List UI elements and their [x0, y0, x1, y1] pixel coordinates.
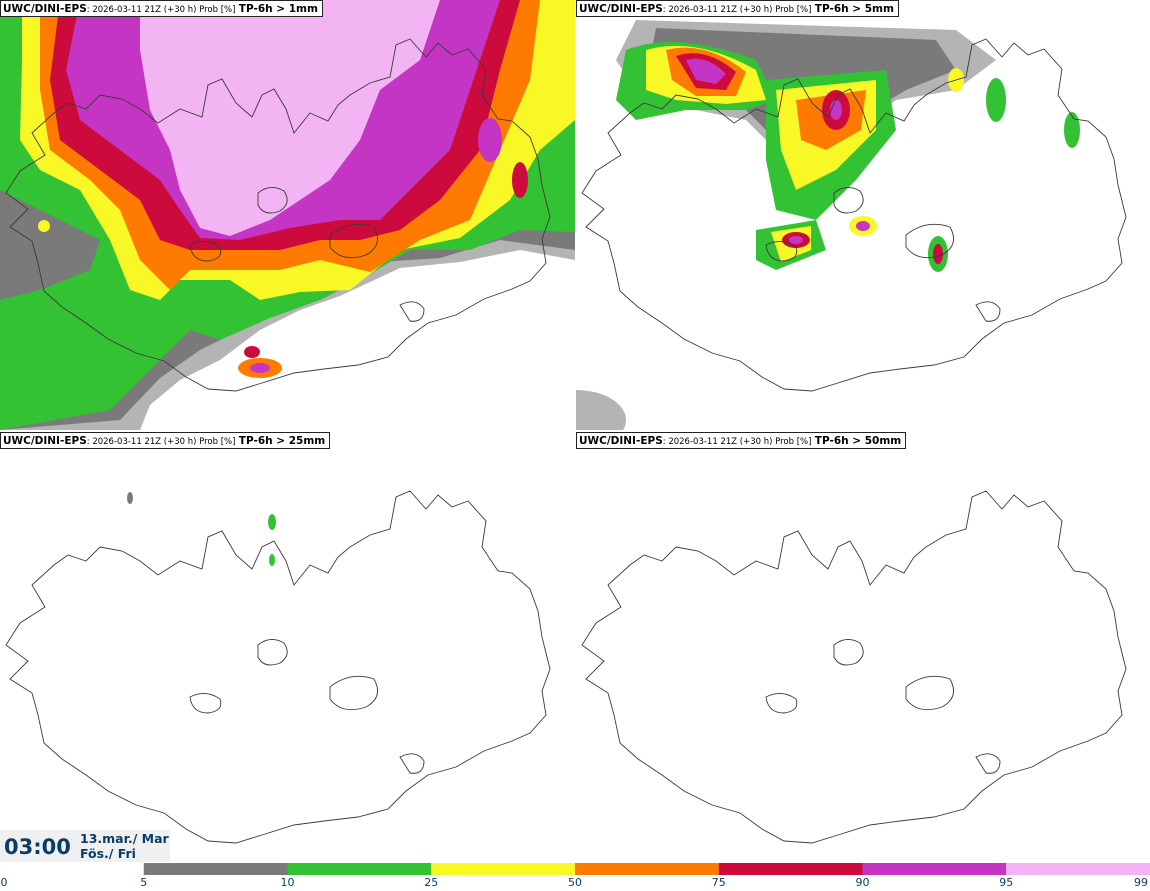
colorbar-segment [143, 863, 288, 875]
colorbar-segment [718, 863, 863, 875]
probability-map-50mm [576, 432, 1150, 862]
colorbar-tick-label: 25 [424, 876, 439, 889]
valid-time-clock: 03:00 [4, 835, 71, 859]
map-panel-tp6h-50mm: UWC/DINI-EPS: 2026-03-11 21Z (+30 h) Pro… [576, 432, 1150, 862]
panel-title: UWC/DINI-EPS: 2026-03-11 21Z (+30 h) Pro… [0, 0, 323, 17]
colorbar-tick-label: 75 [711, 876, 726, 889]
colorbar-segment [1006, 863, 1150, 875]
colorbar-tick-label: 99 [1134, 876, 1148, 889]
colorbar-segment [0, 863, 144, 875]
probability-colorbar [0, 863, 1150, 875]
valid-time-box: 03:00 13.mar./ Mar Fös./ Fri [0, 830, 170, 862]
run-meta: : 2026-03-11 21Z (+30 h) Prob [%] [662, 437, 812, 447]
map-panel-tp6h-5mm: UWC/DINI-EPS: 2026-03-11 21Z (+30 h) Pro… [576, 0, 1150, 430]
panel-title: UWC/DINI-EPS: 2026-03-11 21Z (+30 h) Pro… [576, 0, 899, 17]
model-name: UWC/DINI-EPS [579, 435, 663, 447]
threshold-label: TP-6h > 50mm [814, 435, 902, 447]
colorbar-segment [431, 863, 575, 875]
colorbar-segment [287, 863, 432, 875]
threshold-label: TP-6h > 25mm [238, 435, 326, 447]
probability-map-1mm [0, 0, 575, 430]
colorbar-tick-label: 10 [280, 876, 295, 889]
colorbar-tick-label: 50 [568, 876, 582, 889]
run-meta: : 2026-03-11 21Z (+30 h) Prob [%] [86, 5, 236, 15]
model-name: UWC/DINI-EPS [3, 435, 87, 447]
valid-date-line2: Fös./ Fri [80, 846, 136, 861]
probability-map-25mm [0, 432, 575, 862]
map-panel-tp6h-25mm: UWC/DINI-EPS: 2026-03-11 21Z (+30 h) Pro… [0, 432, 575, 862]
run-meta: : 2026-03-11 21Z (+30 h) Prob [%] [662, 5, 812, 15]
panel-title: UWC/DINI-EPS: 2026-03-11 21Z (+30 h) Pro… [0, 432, 331, 449]
colorbar-tick-label: 5 [140, 876, 148, 889]
threshold-label: TP-6h > 5mm [814, 3, 894, 15]
colorbar-segment [575, 863, 719, 875]
probability-map-5mm [576, 0, 1150, 430]
model-name: UWC/DINI-EPS [3, 3, 87, 15]
colorbar-tick-label: 90 [855, 876, 870, 889]
model-name: UWC/DINI-EPS [579, 3, 663, 15]
panel-title: UWC/DINI-EPS: 2026-03-11 21Z (+30 h) Pro… [576, 432, 907, 449]
colorbar-segment [862, 863, 1007, 875]
colorbar-tick-label: 95 [999, 876, 1014, 889]
run-meta: : 2026-03-11 21Z (+30 h) Prob [%] [86, 437, 236, 447]
threshold-label: TP-6h > 1mm [238, 3, 318, 15]
map-panel-tp6h-1mm: UWC/DINI-EPS: 2026-03-11 21Z (+30 h) Pro… [0, 0, 575, 430]
valid-date-line1: 13.mar./ Mar [80, 831, 169, 846]
colorbar-tick-label: 0 [0, 876, 8, 889]
